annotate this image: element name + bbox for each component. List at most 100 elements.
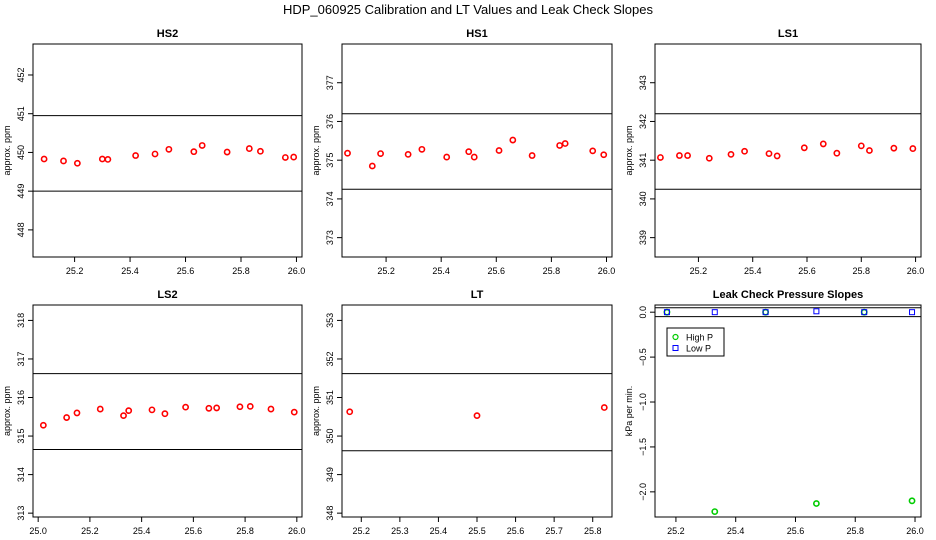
y-tick-label: 339	[638, 230, 648, 245]
data-point	[773, 152, 781, 160]
y-tick-label: 452	[16, 67, 26, 82]
y-tick-label: 0.0	[638, 306, 648, 319]
data-point	[190, 148, 198, 156]
data-point	[60, 157, 67, 165]
data-point	[213, 404, 221, 412]
data-point	[198, 142, 206, 149]
x-tick-label: 26.0	[288, 526, 306, 536]
data-point	[684, 152, 691, 159]
y-tick-label: −0.5	[638, 348, 648, 366]
data-point	[813, 308, 820, 315]
data-point	[663, 308, 671, 316]
data-point	[470, 153, 478, 161]
y-tick-label: 341	[638, 153, 648, 168]
data-point	[762, 309, 769, 316]
data-point	[762, 308, 769, 316]
data-point	[890, 144, 898, 152]
data-point	[833, 149, 841, 157]
legend-marker	[672, 345, 679, 351]
data-point	[404, 150, 412, 158]
legend-marker	[672, 333, 679, 341]
y-tick-label: 343	[638, 75, 648, 90]
legend-label: Low P	[686, 344, 711, 354]
y-axis-label: approx. ppm	[311, 125, 321, 175]
data-point	[104, 156, 112, 163]
y-tick-label: 374	[325, 191, 335, 206]
y-tick-label: 353	[325, 313, 335, 328]
data-point	[509, 136, 517, 144]
y-tick-label: 375	[325, 153, 335, 168]
data-point	[290, 153, 298, 161]
y-tick-label: 316	[16, 390, 26, 405]
data-point	[857, 142, 865, 150]
plot-frame	[654, 304, 922, 518]
y-tick-label: 448	[16, 222, 26, 237]
data-point	[908, 497, 916, 505]
x-tick-label: 25.4	[727, 526, 745, 536]
data-point	[909, 309, 916, 316]
data-point	[205, 404, 213, 412]
y-axis-label: approx. ppm	[624, 125, 634, 175]
data-point	[657, 154, 664, 161]
data-point	[909, 145, 917, 152]
data-point	[473, 412, 481, 420]
y-axis-label: approx. ppm	[2, 386, 12, 436]
x-tick-label: 25.8	[846, 526, 864, 536]
panel-title: LS2	[157, 289, 177, 301]
y-axis-label: approx. ppm	[2, 125, 12, 175]
data-point	[120, 412, 127, 420]
data-point	[161, 410, 169, 418]
x-tick-label: 25.8	[232, 266, 250, 276]
data-point	[418, 145, 426, 153]
data-point	[257, 147, 264, 155]
y-axis-label: approx. ppm	[311, 386, 321, 436]
x-tick-label: 25.4	[432, 266, 450, 276]
y-tick-label: 317	[16, 351, 26, 366]
data-point	[267, 405, 275, 413]
y-tick-label: 340	[638, 191, 648, 206]
y-tick-label: −1.5	[638, 438, 648, 456]
y-tick-label: 450	[16, 145, 26, 160]
data-point	[40, 155, 48, 163]
panel-title: LT	[471, 289, 484, 301]
x-tick-label: 25.0	[29, 526, 47, 536]
data-point	[866, 147, 873, 154]
x-tick-label: 25.2	[353, 526, 371, 536]
x-tick-label: 25.6	[787, 526, 805, 536]
x-tick-label: 25.2	[667, 526, 685, 536]
data-point	[861, 309, 868, 316]
x-tick-label: 25.3	[391, 526, 409, 536]
x-tick-label: 25.2	[377, 266, 395, 276]
y-tick-label: 376	[325, 114, 335, 129]
panel-title: HS2	[157, 28, 178, 40]
x-tick-label: 25.7	[545, 526, 563, 536]
y-tick-label: −2.0	[638, 483, 648, 501]
data-point	[765, 150, 773, 157]
x-tick-label: 25.6	[177, 266, 195, 276]
data-point	[246, 402, 254, 410]
data-point	[63, 414, 71, 421]
figure-title: HDP_060925 Calibration and LT Values and…	[282, 2, 654, 17]
x-tick-label: 26.0	[288, 266, 306, 276]
x-tick-label: 25.6	[798, 266, 816, 276]
data-point	[727, 150, 735, 158]
plot-frame	[32, 43, 303, 258]
data-point	[281, 154, 289, 161]
data-point	[676, 152, 683, 159]
y-tick-label: 313	[16, 506, 26, 521]
data-point	[148, 406, 156, 414]
panel-title: Leak Check Pressure Slopes	[713, 289, 863, 301]
plot-frame	[32, 304, 303, 518]
data-point	[860, 308, 868, 316]
x-tick-label: 25.8	[584, 526, 602, 536]
x-tick-label: 25.6	[185, 526, 203, 536]
x-tick-label: 25.8	[236, 526, 254, 536]
x-tick-label: 26.0	[906, 526, 924, 536]
x-tick-label: 26.0	[907, 266, 925, 276]
data-point	[165, 145, 173, 153]
data-point	[73, 409, 81, 417]
